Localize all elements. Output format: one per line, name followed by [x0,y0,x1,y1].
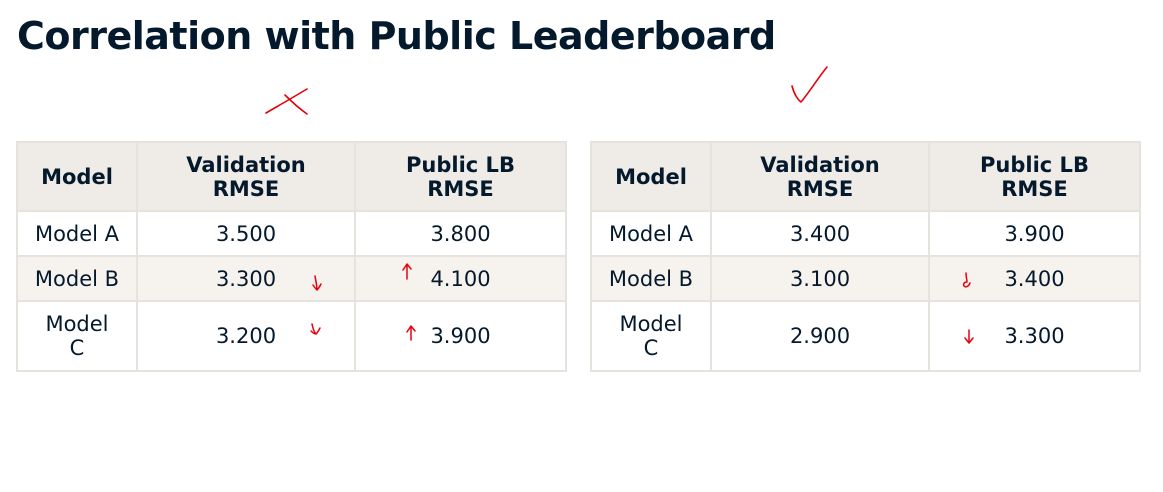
down-arrow-icon [312,274,322,291]
model-name: Model B [608,266,694,291]
model-cell: Model C [590,300,712,372]
table-row: Model C 2.900 3.300 [590,300,1141,372]
table-header-row: Model Validation RMSE Public LB RMSE [590,141,1141,212]
public-cell: 3.300 [928,300,1141,372]
header-label: Model [615,164,687,189]
validation-cell: 3.400 [710,210,930,257]
header-label: Public LB RMSE [980,152,1089,201]
validation-value: 2.900 [789,324,851,348]
model-cell: Model A [590,210,712,257]
public-cell: 4.100 [354,255,567,302]
table-row: Model A 3.500 3.800 [16,210,567,257]
model-name: Model A [34,221,120,246]
validation-value: 3.300 [215,266,277,291]
header-label: Validation RMSE [760,152,880,201]
comparison-table-left: Model Validation RMSE Public LB RMSE Mod… [16,141,567,372]
public-cell: 3.900 [354,300,567,372]
model-cell: Model A [16,210,138,257]
validation-cell: 2.900 [710,300,930,372]
down-arrow-icon [964,329,975,344]
table-row: Model B 3.300 4.100 [16,255,567,302]
page-title: Correlation with Public Leaderboard [17,14,776,58]
model-name: Model B [34,266,120,291]
header-validation-rmse: Validation RMSE [136,141,356,212]
table-header-row: Model Validation RMSE Public LB RMSE [16,141,567,212]
model-cell: Model B [590,255,712,302]
table-row: Model A 3.400 3.900 [590,210,1141,257]
up-arrow-icon [402,262,413,280]
validation-value: 3.500 [215,221,277,246]
public-cell: 3.900 [928,210,1141,257]
table-row: Model B 3.100 3.400 [590,255,1141,302]
model-cell: Model C [16,300,138,372]
validation-cell: 3.500 [136,210,356,257]
public-cell: 3.400 [928,255,1141,302]
down-arrow-icon [310,323,321,335]
model-name: Model C [619,312,683,360]
model-name: Model C [45,312,109,360]
table-row: Model C 3.200 3.900 [16,300,567,372]
header-label: Model [41,164,113,189]
header-public-lb-rmse: Public LB RMSE [354,141,567,212]
header-label: Public LB RMSE [406,152,515,201]
up-arrow-icon [406,325,417,341]
validation-cell: 3.300 [136,255,356,302]
header-model: Model [16,141,138,212]
header-public-lb-rmse: Public LB RMSE [928,141,1141,212]
public-value: 3.900 [1004,221,1065,246]
public-cell: 3.800 [354,210,567,257]
validation-cell: 3.100 [710,255,930,302]
cross-mark-icon [265,88,308,115]
validation-value: 3.400 [789,221,851,246]
header-label: Validation RMSE [186,152,306,201]
header-validation-rmse: Validation RMSE [710,141,930,212]
public-value: 3.900 [430,324,491,348]
public-value: 3.800 [430,221,491,246]
public-value: 3.300 [1004,324,1065,348]
validation-value: 3.100 [789,266,851,291]
header-model: Model [590,141,712,212]
public-value: 4.100 [430,266,491,291]
public-value: 3.400 [1004,266,1065,291]
model-cell: Model B [16,255,138,302]
model-name: Model A [608,221,694,246]
validation-value: 3.200 [215,324,277,348]
validation-cell: 3.200 [136,300,356,372]
down-arrow-icon [963,271,972,288]
check-mark-icon [791,66,828,103]
comparison-table-right: Model Validation RMSE Public LB RMSE Mod… [590,141,1141,372]
